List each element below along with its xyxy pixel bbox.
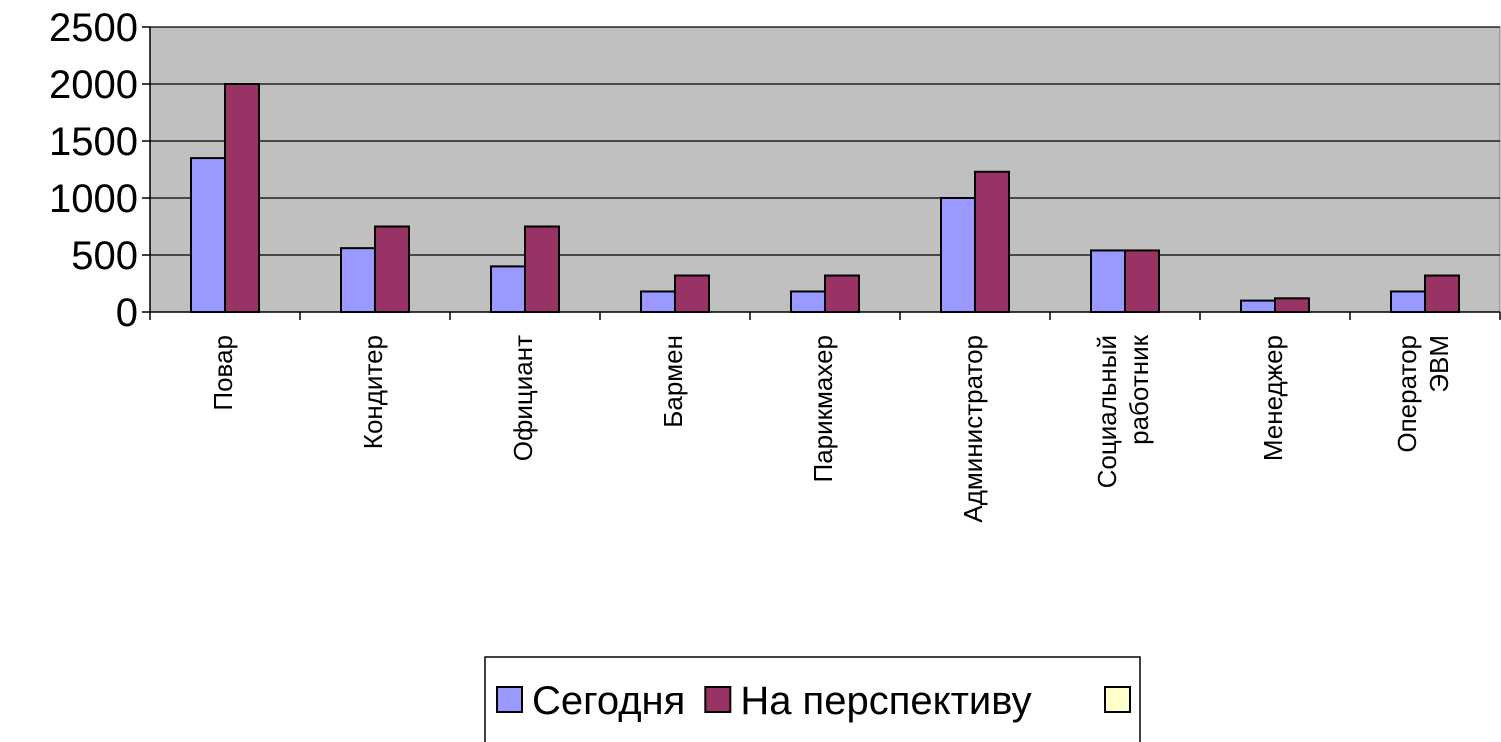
bar [1240, 299, 1276, 314]
x-tick-label: Парикмахер [808, 335, 838, 482]
y-tick-label: 2500 [49, 6, 138, 50]
bar [674, 274, 710, 313]
bar [640, 290, 676, 314]
legend-label: На перспективу [740, 679, 1031, 723]
legend-box [484, 656, 1141, 742]
bar [1124, 249, 1160, 314]
y-tick-label: 1000 [49, 177, 138, 221]
bar [490, 265, 526, 313]
legend-swatch [704, 686, 732, 713]
y-tick-label: 2000 [49, 63, 138, 107]
bar [790, 290, 826, 314]
legend-label: Сегодня [532, 679, 685, 723]
bar [524, 225, 560, 313]
bar [974, 170, 1010, 313]
legend-swatch [1104, 686, 1131, 713]
bar [1424, 274, 1460, 313]
bar [824, 274, 860, 313]
bar [1090, 249, 1126, 314]
bar [374, 225, 410, 313]
x-tick-label: Официант [508, 335, 538, 461]
x-tick-label: ОператорЭВМ [1392, 335, 1454, 453]
bar [1390, 290, 1426, 314]
legend-swatch [496, 686, 523, 713]
bar [190, 157, 226, 313]
x-tick-label: Социальныйработник [1092, 334, 1154, 488]
bar [224, 83, 260, 313]
x-tick-label: Повар [208, 335, 238, 411]
bar [340, 247, 376, 314]
y-tick-label: 500 [71, 234, 138, 278]
x-tick-label: Бармен [658, 335, 688, 428]
y-tick-label: 0 [116, 291, 138, 335]
x-tick-label: Менеджер [1258, 335, 1288, 461]
x-tick-label: Администратор [958, 335, 988, 523]
y-tick-label: 1500 [49, 120, 138, 164]
x-tick-label: Кондитер [358, 335, 388, 449]
bar [940, 197, 976, 313]
bar [1274, 297, 1310, 314]
